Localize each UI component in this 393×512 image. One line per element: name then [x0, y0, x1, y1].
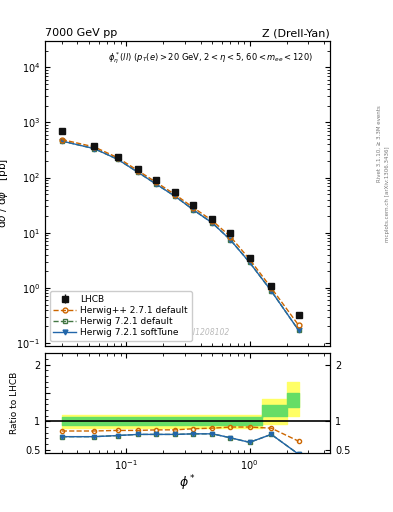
- Herwig 7.2.1 default: [136, 169, 141, 176]
- Herwig 7.2.1 default: [59, 138, 64, 144]
- Text: LHCB_2012_I1208102: LHCB_2012_I1208102: [145, 328, 230, 336]
- Text: mcplots.cern.ch [arXiv:1306.3436]: mcplots.cern.ch [arXiv:1306.3436]: [385, 147, 389, 242]
- X-axis label: $\phi^*$: $\phi^*$: [179, 473, 196, 493]
- Herwig 7.2.1 softTune: [210, 220, 215, 226]
- Herwig 7.2.1 default: [228, 237, 233, 243]
- Herwig++ 2.7.1 default: [59, 137, 64, 143]
- Herwig 7.2.1 softTune: [136, 169, 141, 176]
- Herwig++ 2.7.1 default: [115, 155, 120, 161]
- Herwig++ 2.7.1 default: [92, 144, 97, 150]
- Herwig 7.2.1 default: [92, 145, 97, 152]
- Herwig 7.2.1 default: [210, 220, 215, 226]
- Herwig 7.2.1 softTune: [154, 181, 159, 187]
- Herwig++ 2.7.1 default: [154, 179, 159, 185]
- Herwig 7.2.1 softTune: [92, 145, 97, 152]
- Herwig 7.2.1 softTune: [59, 138, 64, 144]
- Y-axis label: Ratio to LHCB: Ratio to LHCB: [10, 372, 19, 434]
- Text: $\phi^*_{\eta}(ll)$ ($p_T(e) > 20$ GeV, $2 <\eta < 5$, $60 < m_{ee} < 120$): $\phi^*_{\eta}(ll)$ ($p_T(e) > 20$ GeV, …: [108, 50, 313, 66]
- Herwig 7.2.1 default: [269, 288, 274, 294]
- Herwig++ 2.7.1 default: [247, 256, 252, 262]
- Herwig++ 2.7.1 default: [136, 168, 141, 174]
- Line: Herwig++ 2.7.1 default: Herwig++ 2.7.1 default: [59, 137, 301, 328]
- Herwig 7.2.1 default: [154, 181, 159, 187]
- Herwig 7.2.1 default: [247, 260, 252, 266]
- Line: Herwig 7.2.1 default: Herwig 7.2.1 default: [59, 139, 301, 333]
- Y-axis label: d$\sigma$ / d$\phi^*$ [pb]: d$\sigma$ / d$\phi^*$ [pb]: [0, 158, 11, 228]
- Herwig 7.2.1 default: [115, 156, 120, 162]
- Herwig 7.2.1 softTune: [296, 327, 301, 333]
- Herwig 7.2.1 default: [191, 207, 196, 213]
- Herwig 7.2.1 softTune: [247, 260, 252, 266]
- Herwig++ 2.7.1 default: [228, 233, 233, 240]
- Herwig 7.2.1 softTune: [191, 207, 196, 213]
- Line: Herwig 7.2.1 softTune: Herwig 7.2.1 softTune: [59, 139, 301, 333]
- Text: Z (Drell-Yan): Z (Drell-Yan): [263, 28, 330, 38]
- Herwig++ 2.7.1 default: [210, 218, 215, 224]
- Herwig 7.2.1 softTune: [115, 156, 120, 162]
- Text: Rivet 3.1.10, ≥ 3.3M events: Rivet 3.1.10, ≥ 3.3M events: [377, 105, 382, 182]
- Herwig++ 2.7.1 default: [191, 205, 196, 211]
- Text: 7000 GeV pp: 7000 GeV pp: [45, 28, 118, 38]
- Herwig 7.2.1 softTune: [173, 194, 178, 200]
- Herwig++ 2.7.1 default: [173, 191, 178, 198]
- Herwig 7.2.1 softTune: [269, 288, 274, 294]
- Herwig 7.2.1 default: [296, 327, 301, 333]
- Herwig 7.2.1 softTune: [228, 237, 233, 243]
- Herwig++ 2.7.1 default: [296, 322, 301, 328]
- Legend: LHCB, Herwig++ 2.7.1 default, Herwig 7.2.1 default, Herwig 7.2.1 softTune: LHCB, Herwig++ 2.7.1 default, Herwig 7.2…: [50, 291, 192, 341]
- Herwig++ 2.7.1 default: [269, 285, 274, 291]
- Herwig 7.2.1 default: [173, 194, 178, 200]
